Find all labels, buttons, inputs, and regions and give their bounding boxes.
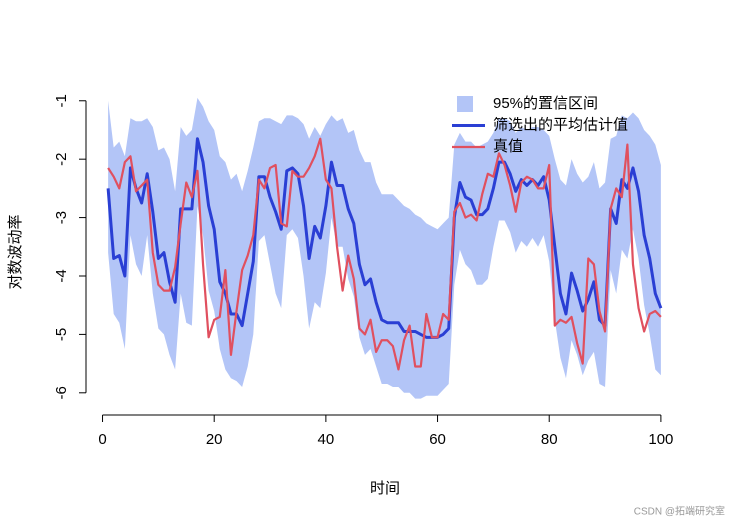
legend-label: 筛选出的平均估计值 (493, 116, 628, 133)
watermark: CSDN @拓端研究室 (634, 505, 725, 518)
y-tick-label: -4 (53, 269, 70, 282)
y-tick-label: -2 (53, 153, 70, 166)
y-tick-label: -1 (53, 94, 70, 107)
x-tick-label: 60 (429, 431, 446, 448)
y-tick-label: -6 (53, 386, 70, 399)
y-tick-label: -5 (53, 328, 70, 341)
x-axis-label: 时间 (370, 480, 400, 497)
line (107, 137, 662, 371)
x-tick-label: 100 (648, 431, 673, 448)
x-tick-label: 80 (541, 431, 558, 448)
x-tick-label: 20 (206, 431, 223, 448)
y-axis-label: 对数波动率 (7, 214, 24, 289)
line (106, 137, 663, 339)
legend-label: 95%的置信区间 (493, 95, 598, 112)
legend-label: 真值 (493, 137, 523, 155)
x-tick-label: 0 (98, 431, 106, 448)
x-tick-label: 40 (318, 431, 335, 448)
legend-swatch (457, 96, 473, 112)
confidence-band (108, 97, 661, 399)
y-tick-label: -3 (53, 211, 70, 224)
